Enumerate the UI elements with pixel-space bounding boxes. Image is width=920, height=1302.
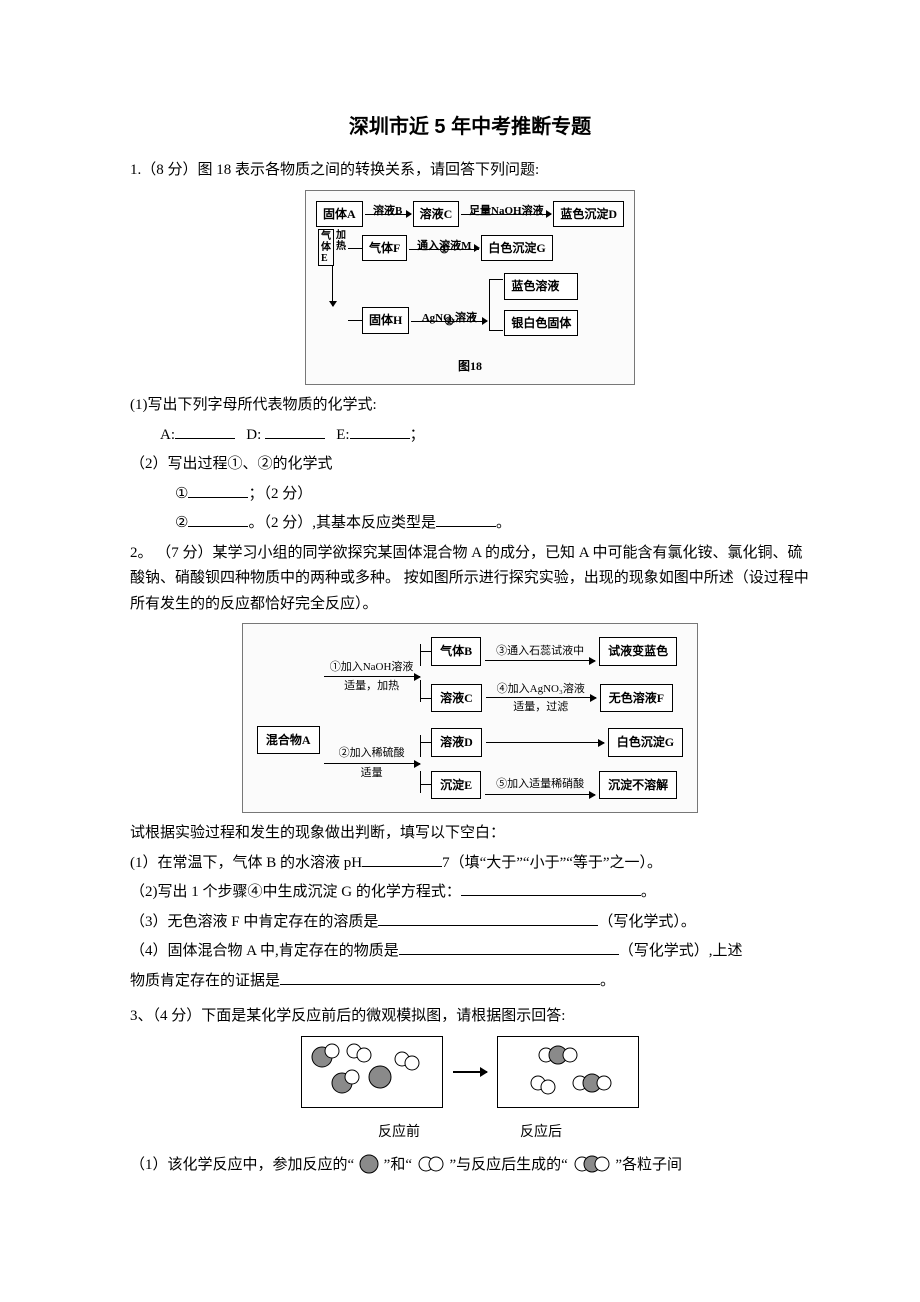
q1-sub2: （2）写出过程①、②的化学式 [130, 452, 810, 478]
blank-eq1[interactable] [188, 482, 248, 498]
q2-lead: 试根据实验过程和发生的现象做出判断，填写以下空白： [130, 821, 810, 847]
box-gas-b: 气体B [431, 637, 481, 665]
particle-white-pair-icon [416, 1153, 446, 1175]
q1-sub2b: ②。（2 分）,其基本反应类型是。 [130, 511, 810, 537]
q1-sub1-line: A: D: E:； [130, 423, 810, 449]
q2-sub1: (1）在常温下，气体 B 的水溶液 pH7（填“大于”“小于”“等于”之一）。 [130, 851, 810, 877]
particle-product-icon [572, 1153, 612, 1175]
box-mix-a: 混合物A [257, 726, 320, 754]
q1-figure: 固体A 溶液B 溶液C 足量NaOH溶液 蓝色沉淀D 气 体 E 加 热 [130, 190, 810, 386]
label-step4b: 适量，过滤 [513, 698, 568, 717]
box-white-g: 白色沉淀G [608, 728, 683, 756]
box-solid-a: 固体A [316, 201, 363, 227]
blank-evidence[interactable] [280, 969, 600, 985]
blank-e[interactable] [350, 423, 410, 439]
box-white-g: 白色沉淀G [481, 235, 552, 261]
caption-before: 反应前 [378, 1121, 420, 1145]
box-precip-e: 沉淀E [431, 771, 481, 799]
box-blue-d: 蓝色沉淀D [553, 201, 624, 227]
blank-eq-g[interactable] [461, 880, 641, 896]
blank-type[interactable] [436, 511, 496, 527]
q3-sub1: （1）该化学反应中，参加反应的“ ”和“ ”与反应后生成的“ ”各粒子间 [130, 1153, 810, 1179]
q2-sub3: （3）无色溶液 F 中肯定存在的溶质是（写化学式）。 [130, 910, 810, 936]
heat-2: 热 [336, 241, 346, 252]
box-blue-sol: 蓝色溶液 [504, 273, 578, 299]
heat-1: 加 [336, 230, 346, 241]
box-sol-c: 溶液C [413, 201, 460, 227]
caption-after: 反应后 [520, 1121, 562, 1145]
q2-prompt: 2。 （7 分）某学习小组的同学欲探究某固体混合物 A 的成分，已知 A 中可能… [130, 541, 810, 618]
box-sol-f: 无色溶液F [600, 684, 673, 712]
box-sol-c: 溶液C [431, 684, 482, 712]
q3-prompt: 3、（4 分）下面是某化学反应前后的微观模拟图，请根据图示回答: [130, 1004, 810, 1030]
blank-d[interactable] [265, 423, 325, 439]
q1-sub2a: ①；（2 分） [130, 482, 810, 508]
blank-a[interactable] [175, 423, 235, 439]
label-step1: ① [439, 241, 449, 260]
label-step2b: 适量 [361, 764, 383, 783]
q3-figure: 反应前 反应后 [130, 1036, 810, 1145]
box-gas-f: 气体F [362, 235, 407, 261]
blank-solute-f[interactable] [378, 910, 598, 926]
label-naoh: 足量NaOH溶液 [469, 202, 544, 221]
fig18-label: 图18 [316, 356, 624, 376]
box-solid-h: 固体H [362, 307, 409, 333]
gas-e-1: 气 [321, 231, 331, 242]
page-title: 深圳市近 5 年中考推断专题 [130, 110, 810, 144]
blank-eq2[interactable] [188, 511, 248, 527]
q2-sub4b: 物质肯定存在的证据是。 [130, 969, 810, 995]
q1-prompt: 1.（8 分）图 18 表示各物质之间的转换关系，请回答下列问题: [130, 158, 810, 184]
label-step1: ①加入NaOH溶液 [330, 658, 414, 677]
box-no-dissolve: 沉淀不溶解 [599, 771, 677, 799]
blank-ph[interactable] [362, 851, 442, 867]
particle-gray-icon [358, 1153, 380, 1175]
box-res-blue: 试液变蓝色 [599, 637, 677, 665]
panel-before [301, 1036, 443, 1108]
gas-e-2: 体 [321, 242, 331, 253]
label-step1b: 适量，加热 [344, 677, 399, 696]
q2-figure: 混合物A ①加入NaOH溶液 适量，加热 气体B [130, 623, 810, 813]
label-sol-b: 溶液B [373, 202, 402, 221]
q2-sub2: （2)写出 1 个步骤④中生成沉淀 G 的化学方程式：。 [130, 880, 810, 906]
box-silver-solid: 银白色固体 [504, 310, 578, 336]
label-step5: ⑤加入适量稀硝酸 [496, 775, 584, 794]
q1-sub1: (1)写出下列字母所代表物质的化学式: [130, 393, 810, 419]
label-step3: ③通入石蕊试液中 [496, 642, 584, 661]
gas-e-3: E [321, 253, 331, 264]
panel-after [497, 1036, 639, 1108]
blank-exist-a[interactable] [399, 939, 619, 955]
q2-sub4a: （4）固体混合物 A 中,肯定存在的物质是（写化学式）,上述 [130, 939, 810, 965]
label-step2: ②加入稀硫酸 [339, 744, 405, 763]
reaction-arrow-icon [453, 1071, 487, 1073]
label-step2: ② [444, 313, 454, 332]
box-sol-d: 溶液D [431, 728, 482, 756]
